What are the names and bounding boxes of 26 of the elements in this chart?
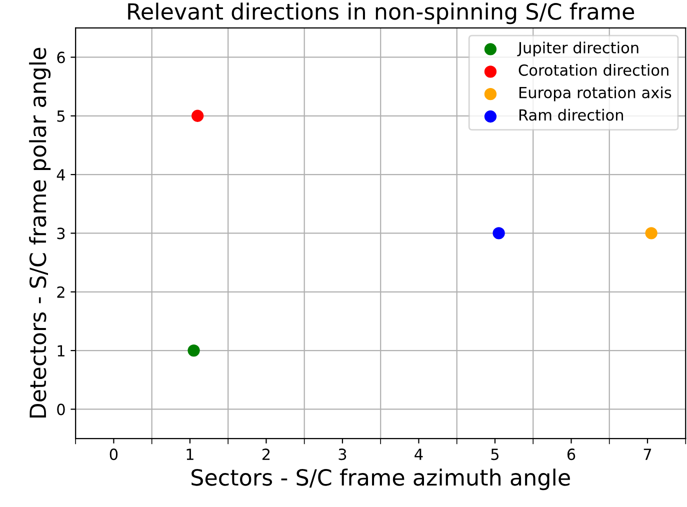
x-tick-label: 6: [567, 448, 576, 460]
x-tick-label: 7: [644, 448, 652, 460]
y-tick-label: 6: [57, 52, 65, 64]
x-tick-label: 1: [186, 448, 194, 460]
y-tick-label: 2: [57, 286, 64, 298]
x-axis-title: Sectors - S/C frame azimuth angle: [192, 468, 570, 490]
chart-title: Relevant directions in non-spinning S/C frame: [128, 2, 634, 24]
y-axis-title: Detectors - S/C frame polar angle: [29, 48, 51, 418]
legend-label: Jupiter direction: [517, 42, 638, 56]
y-tick-label: 0: [57, 404, 65, 416]
point: [492, 227, 505, 240]
point: [645, 227, 658, 240]
x-tick-label: 3: [338, 448, 346, 460]
legend-label: Corotation direction: [518, 64, 668, 76]
legend-label: Ram direction: [519, 108, 623, 121]
point: [188, 344, 200, 357]
x-tick-label: 2: [262, 448, 270, 460]
x-tick-label: 0: [110, 448, 118, 460]
point: [192, 110, 204, 122]
y-tick-label: 5: [57, 110, 65, 122]
y-tick-label: 4: [56, 169, 65, 180]
x-tick-label: 5: [491, 448, 499, 460]
legend-label: Europa rotation axis: [519, 86, 672, 102]
x-tick-label: 4: [414, 448, 423, 460]
y-tick-label: 3: [57, 228, 65, 240]
y-tick-label: 1: [58, 345, 64, 356]
